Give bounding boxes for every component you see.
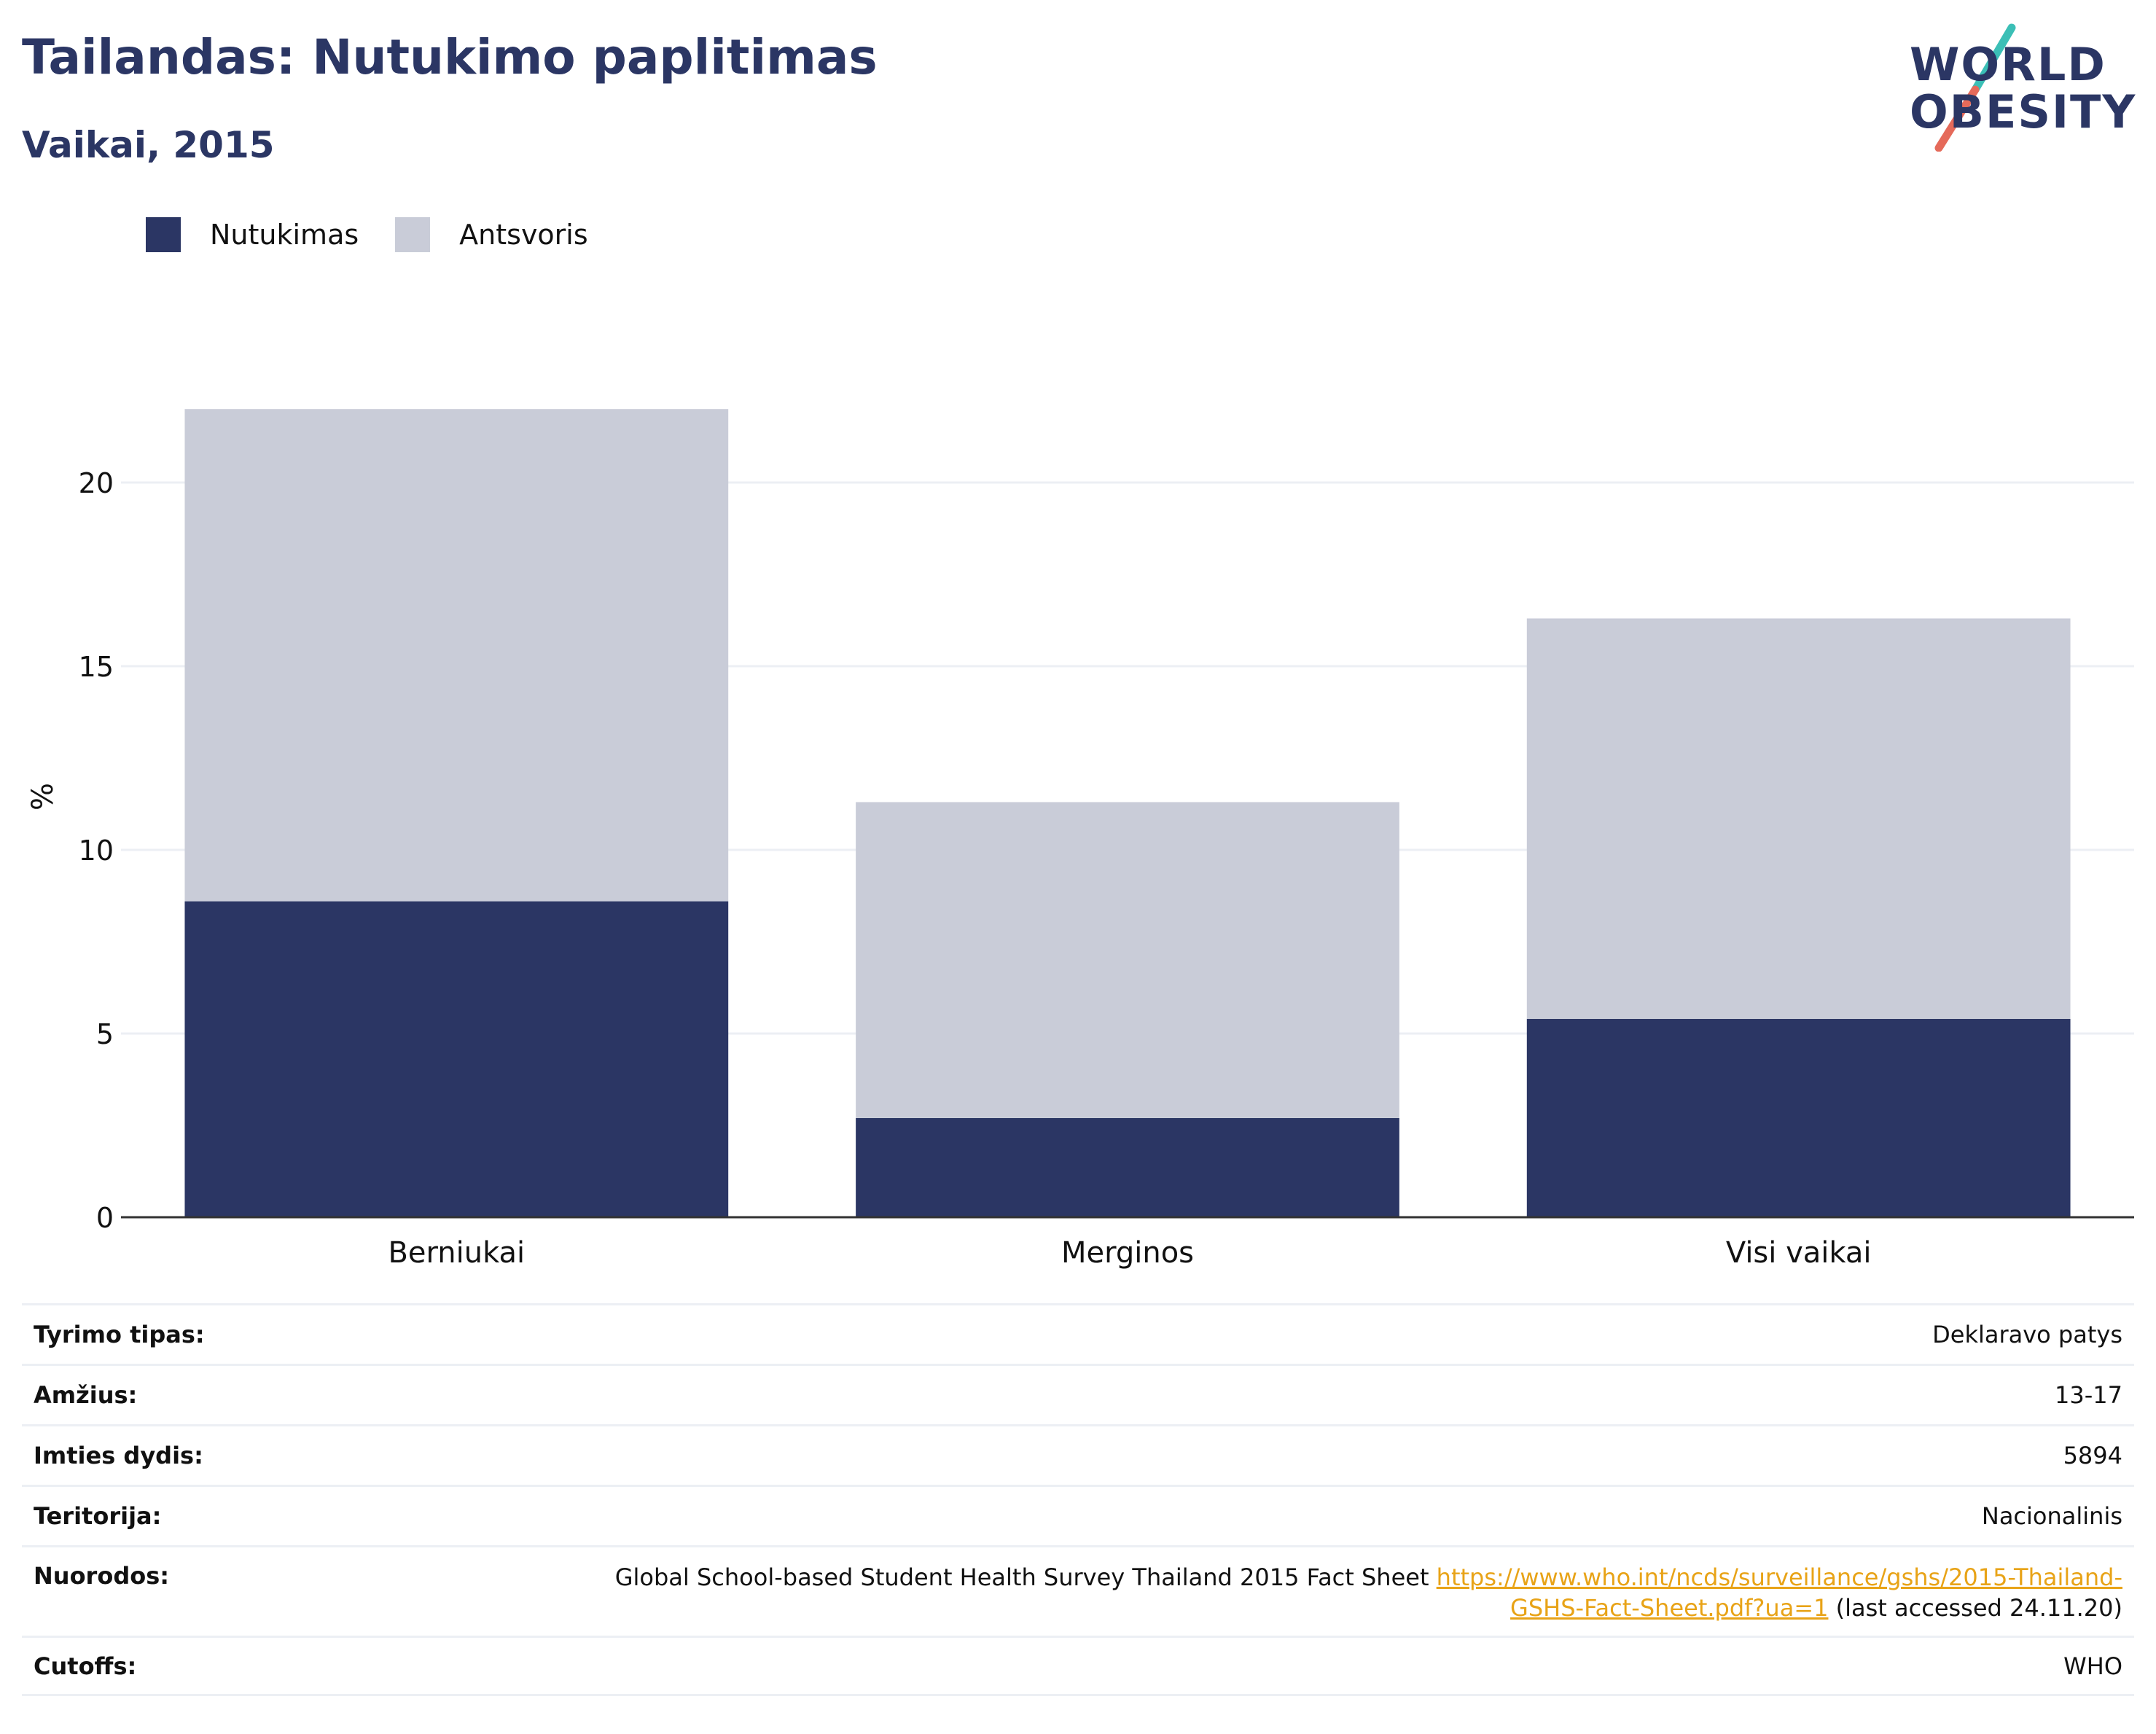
row-label: Nuorodos: [34, 1562, 170, 1590]
y-tick-label: 5 [96, 1018, 114, 1050]
legend-swatch-overweight [395, 217, 431, 252]
row-value: 13-17 [2055, 1381, 2122, 1409]
bar-obesity-0 [184, 901, 729, 1217]
logo-word-world: WORLD [1910, 38, 2106, 91]
legend-label-obesity: Nutukimas [210, 219, 359, 251]
bar-overweight-1 [856, 802, 1399, 1118]
row-value: Deklaravo patys [1932, 1321, 2122, 1348]
row-label: Cutoffs: [34, 1652, 137, 1680]
row-value: 5894 [2063, 1442, 2122, 1469]
x-tick-label: Berniukai [388, 1236, 525, 1270]
chart-legend: Nutukimas Antsvoris [146, 217, 625, 252]
y-tick-label: 0 [96, 1202, 114, 1234]
x-axis-ticks: Berniukai Merginos Visi vaikai [388, 1236, 1871, 1270]
x-tick-label: Visi vaikai [1726, 1236, 1872, 1270]
bar-obesity-2 [1526, 1018, 2071, 1217]
bar-chart: 0 5 10 15 20 Berniukai Merginos Visi vaikai % [26, 409, 2134, 1270]
legend-item-overweight: Antsvoris [395, 217, 588, 252]
logo-slash-icon [1934, 23, 2016, 152]
table-row-age: Amžius: 13-17 [22, 1364, 2134, 1424]
reference-link-line1[interactable]: https://www.who.int/ncds/surveillance/gs… [1436, 1563, 2122, 1591]
reference-suffix: (last accessed 24.11.20) [1835, 1594, 2122, 1622]
logo-word-obesity: OBESITY [1910, 85, 2137, 138]
bar-obesity-1 [856, 1117, 1399, 1217]
table-row-cutoffs: Cutoffs: WHO [22, 1636, 2134, 1696]
table-row-survey-type: Tyrimo tipas: Deklaravo patys [22, 1303, 2134, 1364]
y-axis-ticks: 0 5 10 15 20 [79, 467, 114, 1234]
bar-overweight-2 [1526, 618, 2071, 1019]
row-label: Tyrimo tipas: [34, 1321, 205, 1348]
row-label: Teritorija: [34, 1502, 162, 1530]
references-value: Global School-based Student Health Surve… [615, 1562, 2122, 1623]
bar-overweight-0 [184, 409, 729, 902]
x-tick-label: Merginos [1061, 1236, 1194, 1270]
legend-label-overweight: Antsvoris [459, 219, 588, 251]
y-axis-title: % [26, 783, 60, 811]
table-row-sample-size: Imties dydis: 5894 [22, 1424, 2134, 1485]
chart-title: Tailandas: Nutukimo paplitimas [22, 29, 878, 85]
reference-link-line2[interactable]: GSHS-Fact-Sheet.pdf?ua=1 [1510, 1594, 1829, 1622]
chart-bars [121, 409, 2134, 1219]
table-row-references: Nuorodos: Global School-based Student He… [22, 1545, 2134, 1636]
y-tick-label: 15 [79, 651, 114, 683]
legend-item-obesity: Nutukimas [146, 217, 359, 252]
y-tick-label: 10 [79, 835, 114, 867]
y-tick-label: 20 [79, 467, 114, 499]
row-label: Amžius: [34, 1381, 138, 1409]
row-label: Imties dydis: [34, 1442, 203, 1469]
legend-swatch-obesity [146, 217, 181, 252]
row-value: WHO [2063, 1652, 2122, 1680]
table-row-territory: Teritorija: Nacionalinis [22, 1485, 2134, 1545]
world-obesity-logo: WORLD OBESITY [1895, 20, 2143, 152]
reference-text: Global School-based Student Health Surve… [614, 1563, 1429, 1591]
chart-subtitle: Vaikai, 2015 [22, 124, 275, 166]
metadata-table: Tyrimo tipas: Deklaravo patys Amžius: 13… [22, 1303, 2134, 1696]
row-value: Nacionalinis [1981, 1502, 2122, 1530]
